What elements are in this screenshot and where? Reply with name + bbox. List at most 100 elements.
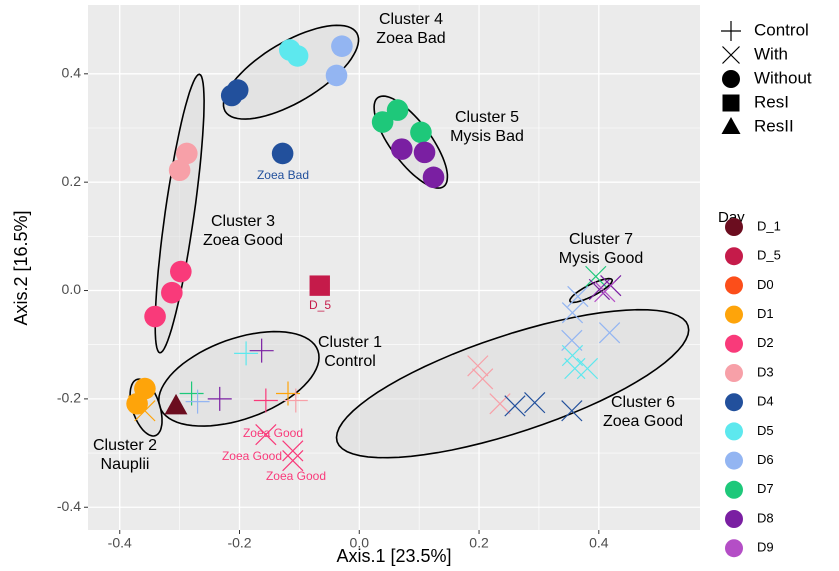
point-cross [524, 392, 546, 414]
point-circle [161, 281, 183, 304]
legend-label: D9 [757, 540, 774, 555]
legend-swatch [725, 305, 743, 324]
point-circle [286, 45, 309, 67]
legend-swatch [725, 510, 743, 528]
point-cross [594, 280, 616, 303]
point-circle [386, 99, 409, 121]
legend-swatch [725, 480, 743, 499]
point-circle [220, 84, 243, 107]
point-cross [598, 322, 621, 344]
point-circle [168, 159, 191, 182]
point-cross [467, 355, 489, 377]
y-tick-label: -0.4 [57, 498, 81, 514]
ellipses [129, 24, 690, 459]
point-circle [413, 141, 436, 164]
cluster-ellipse [569, 277, 613, 304]
cluster-ellipse [335, 308, 690, 459]
legend-swatch [725, 422, 743, 441]
point-cross [255, 424, 277, 446]
legend-swatch [725, 218, 743, 236]
cluster-label: Zoea Good [203, 232, 283, 249]
cluster-label: Control [324, 353, 376, 370]
labels: Cluster 4 Zoea Bad Cluster 5 Mysis Bad Clust… [93, 11, 683, 483]
point-label: Zoea Good [266, 469, 326, 483]
point-circle [371, 111, 394, 133]
point-plus [234, 341, 259, 366]
point-square [722, 94, 740, 112]
point-cross [576, 357, 599, 380]
legend-swatch [725, 276, 743, 295]
point-cross [567, 285, 589, 308]
cluster-label: Mysis Bad [450, 128, 524, 145]
cluster-label: Zoea Good [603, 413, 683, 430]
point-label: Zoea Good [222, 449, 282, 463]
point-cross [561, 344, 584, 367]
legend: Control With Without ResI ResII D_1 D_5 D0 D1 D2 D… [721, 20, 812, 558]
point-label: Zoea Good [243, 426, 303, 440]
point-circle [390, 138, 413, 160]
legend-label: D7 [757, 481, 774, 496]
x-tick-label: 0.2 [469, 535, 489, 551]
point-plus [253, 388, 278, 413]
cluster-label: Nauplii [101, 456, 150, 473]
cluster-label: Mysis Good [559, 250, 643, 267]
legend-label: D1 [757, 306, 774, 321]
point-circle [325, 64, 348, 87]
point-cross [588, 278, 611, 301]
cluster-label: Zoea Bad [376, 30, 445, 47]
cluster-label: Cluster 6 [611, 394, 675, 411]
point-plus [249, 338, 274, 363]
point-triangle [721, 117, 741, 134]
y-tick-label: 0.2 [62, 173, 82, 189]
legend-label: D5 [757, 423, 774, 438]
cluster-label: Cluster 5 [455, 109, 519, 126]
point-square [309, 275, 330, 296]
point-cross [561, 329, 583, 351]
legend-swatch [725, 539, 743, 558]
legend-label: ResII [754, 116, 794, 135]
legend-label: D3 [757, 364, 774, 379]
point-plus [721, 21, 741, 41]
point-cross [561, 302, 584, 324]
point-circle [176, 142, 198, 165]
cluster-label: Cluster 1 [318, 334, 382, 351]
legend-label: D_5 [757, 248, 781, 263]
point-triangle [164, 393, 188, 415]
point-plus [207, 386, 232, 411]
point-circle [722, 70, 740, 88]
legend-label: Without [754, 68, 812, 87]
legend-label: D4 [757, 394, 774, 409]
legend-swatch [725, 393, 743, 412]
legend-swatch [725, 247, 743, 266]
legend-label: With [754, 44, 788, 63]
cluster-label: Cluster 4 [379, 11, 443, 28]
point-cross [504, 395, 526, 417]
point-cross [134, 400, 156, 422]
y-tick-label: 0.4 [62, 65, 82, 81]
points [126, 35, 622, 472]
point-cross [282, 450, 304, 472]
x-tick-label: -0.2 [227, 535, 251, 551]
point-plus [283, 388, 308, 413]
legend-swatch [725, 364, 743, 382]
cluster-label: Cluster 7 [569, 231, 633, 248]
legend-label: D8 [757, 510, 774, 525]
legend-label: D_1 [757, 218, 781, 233]
x-axis-title: Axis.1 [23.5%] [336, 546, 451, 566]
legend-label: Control [754, 20, 809, 39]
point-circle [331, 35, 353, 57]
cluster-label: Cluster 3 [211, 213, 275, 230]
point-cross [585, 265, 607, 288]
legend-label: D0 [757, 277, 774, 292]
point-label: D_5 [309, 298, 331, 312]
point-circle [144, 305, 166, 328]
x-tick-label: 0.4 [589, 535, 609, 551]
point-label: Zoea Bad [257, 168, 309, 182]
cluster-label: Cluster 2 [93, 437, 157, 454]
point-circle [410, 121, 432, 144]
point-circle [170, 260, 192, 283]
point-plus [185, 389, 210, 414]
x-tick-label: -0.4 [108, 535, 132, 551]
point-cross [561, 400, 583, 422]
